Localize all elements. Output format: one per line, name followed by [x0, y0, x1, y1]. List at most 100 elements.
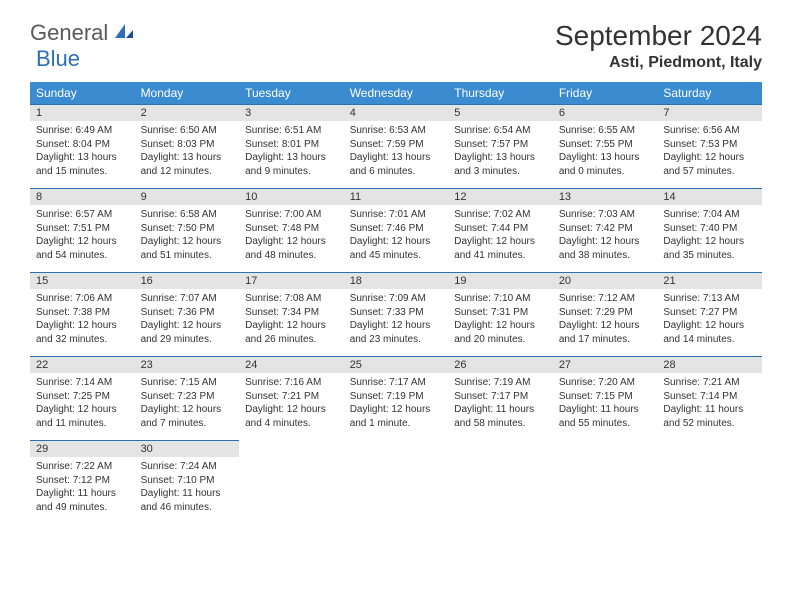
week-row: 22Sunrise: 7:14 AMSunset: 7:25 PMDayligh…	[30, 357, 762, 441]
day-number: 4	[344, 105, 449, 121]
day-body: Sunrise: 7:10 AMSunset: 7:31 PMDaylight:…	[448, 289, 553, 356]
day-cell: 14Sunrise: 7:04 AMSunset: 7:40 PMDayligh…	[657, 189, 762, 273]
day-number: 5	[448, 105, 553, 121]
day-body: Sunrise: 6:55 AMSunset: 7:55 PMDaylight:…	[553, 121, 658, 188]
day-body: Sunrise: 7:17 AMSunset: 7:19 PMDaylight:…	[344, 373, 449, 440]
day-header: Saturday	[657, 82, 762, 105]
logo-text-general: General	[30, 20, 108, 46]
day-body: Sunrise: 7:09 AMSunset: 7:33 PMDaylight:…	[344, 289, 449, 356]
day-cell: 15Sunrise: 7:06 AMSunset: 7:38 PMDayligh…	[30, 273, 135, 357]
day-cell: 18Sunrise: 7:09 AMSunset: 7:33 PMDayligh…	[344, 273, 449, 357]
day-header: Tuesday	[239, 82, 344, 105]
day-body: Sunrise: 7:15 AMSunset: 7:23 PMDaylight:…	[135, 373, 240, 440]
calendar-table: SundayMondayTuesdayWednesdayThursdayFrid…	[30, 82, 762, 524]
day-cell: 28Sunrise: 7:21 AMSunset: 7:14 PMDayligh…	[657, 357, 762, 441]
header: General September 2024 Asti, Piedmont, I…	[30, 20, 762, 72]
day-cell: 17Sunrise: 7:08 AMSunset: 7:34 PMDayligh…	[239, 273, 344, 357]
day-body: Sunrise: 7:19 AMSunset: 7:17 PMDaylight:…	[448, 373, 553, 440]
day-body: Sunrise: 6:50 AMSunset: 8:03 PMDaylight:…	[135, 121, 240, 188]
day-cell: 16Sunrise: 7:07 AMSunset: 7:36 PMDayligh…	[135, 273, 240, 357]
day-cell: 27Sunrise: 7:20 AMSunset: 7:15 PMDayligh…	[553, 357, 658, 441]
day-number: 15	[30, 273, 135, 289]
day-cell: 21Sunrise: 7:13 AMSunset: 7:27 PMDayligh…	[657, 273, 762, 357]
day-body: Sunrise: 7:03 AMSunset: 7:42 PMDaylight:…	[553, 205, 658, 272]
week-row: 1Sunrise: 6:49 AMSunset: 8:04 PMDaylight…	[30, 105, 762, 189]
day-number: 30	[135, 441, 240, 457]
location: Asti, Piedmont, Italy	[555, 54, 762, 72]
day-cell: 13Sunrise: 7:03 AMSunset: 7:42 PMDayligh…	[553, 189, 658, 273]
day-cell	[344, 441, 449, 525]
day-number: 25	[344, 357, 449, 373]
day-number: 10	[239, 189, 344, 205]
empty-cell	[448, 441, 553, 506]
day-number: 24	[239, 357, 344, 373]
day-number: 28	[657, 357, 762, 373]
day-body: Sunrise: 7:06 AMSunset: 7:38 PMDaylight:…	[30, 289, 135, 356]
month-title: September 2024	[555, 20, 762, 52]
day-number: 17	[239, 273, 344, 289]
day-number: 26	[448, 357, 553, 373]
day-cell: 3Sunrise: 6:51 AMSunset: 8:01 PMDaylight…	[239, 105, 344, 189]
day-body: Sunrise: 7:13 AMSunset: 7:27 PMDaylight:…	[657, 289, 762, 356]
day-body: Sunrise: 7:04 AMSunset: 7:40 PMDaylight:…	[657, 205, 762, 272]
day-cell: 10Sunrise: 7:00 AMSunset: 7:48 PMDayligh…	[239, 189, 344, 273]
day-cell: 6Sunrise: 6:55 AMSunset: 7:55 PMDaylight…	[553, 105, 658, 189]
day-number: 8	[30, 189, 135, 205]
day-number: 12	[448, 189, 553, 205]
day-cell: 12Sunrise: 7:02 AMSunset: 7:44 PMDayligh…	[448, 189, 553, 273]
day-body: Sunrise: 7:07 AMSunset: 7:36 PMDaylight:…	[135, 289, 240, 356]
logo: General	[30, 20, 137, 46]
day-header: Friday	[553, 82, 658, 105]
day-body: Sunrise: 7:00 AMSunset: 7:48 PMDaylight:…	[239, 205, 344, 272]
day-body: Sunrise: 7:16 AMSunset: 7:21 PMDaylight:…	[239, 373, 344, 440]
day-cell	[448, 441, 553, 525]
day-number: 27	[553, 357, 658, 373]
day-body: Sunrise: 7:14 AMSunset: 7:25 PMDaylight:…	[30, 373, 135, 440]
day-number: 16	[135, 273, 240, 289]
day-header: Thursday	[448, 82, 553, 105]
day-cell: 2Sunrise: 6:50 AMSunset: 8:03 PMDaylight…	[135, 105, 240, 189]
day-number: 22	[30, 357, 135, 373]
day-cell: 9Sunrise: 6:58 AMSunset: 7:50 PMDaylight…	[135, 189, 240, 273]
day-cell	[239, 441, 344, 525]
day-number: 19	[448, 273, 553, 289]
day-body: Sunrise: 7:01 AMSunset: 7:46 PMDaylight:…	[344, 205, 449, 272]
day-cell: 20Sunrise: 7:12 AMSunset: 7:29 PMDayligh…	[553, 273, 658, 357]
sail-icon	[113, 22, 135, 45]
day-body: Sunrise: 7:21 AMSunset: 7:14 PMDaylight:…	[657, 373, 762, 440]
week-row: 29Sunrise: 7:22 AMSunset: 7:12 PMDayligh…	[30, 441, 762, 525]
day-cell: 30Sunrise: 7:24 AMSunset: 7:10 PMDayligh…	[135, 441, 240, 525]
day-header: Wednesday	[344, 82, 449, 105]
day-header: Monday	[135, 82, 240, 105]
day-cell: 4Sunrise: 6:53 AMSunset: 7:59 PMDaylight…	[344, 105, 449, 189]
empty-cell	[657, 441, 762, 506]
day-body: Sunrise: 7:12 AMSunset: 7:29 PMDaylight:…	[553, 289, 658, 356]
day-body: Sunrise: 6:51 AMSunset: 8:01 PMDaylight:…	[239, 121, 344, 188]
day-body: Sunrise: 6:56 AMSunset: 7:53 PMDaylight:…	[657, 121, 762, 188]
day-number: 9	[135, 189, 240, 205]
day-cell: 5Sunrise: 6:54 AMSunset: 7:57 PMDaylight…	[448, 105, 553, 189]
empty-cell	[344, 441, 449, 506]
day-body: Sunrise: 6:57 AMSunset: 7:51 PMDaylight:…	[30, 205, 135, 272]
empty-cell	[553, 441, 658, 506]
day-body: Sunrise: 7:20 AMSunset: 7:15 PMDaylight:…	[553, 373, 658, 440]
day-number: 7	[657, 105, 762, 121]
day-number: 6	[553, 105, 658, 121]
day-body: Sunrise: 6:53 AMSunset: 7:59 PMDaylight:…	[344, 121, 449, 188]
day-cell: 22Sunrise: 7:14 AMSunset: 7:25 PMDayligh…	[30, 357, 135, 441]
day-number: 14	[657, 189, 762, 205]
day-cell: 26Sunrise: 7:19 AMSunset: 7:17 PMDayligh…	[448, 357, 553, 441]
week-row: 15Sunrise: 7:06 AMSunset: 7:38 PMDayligh…	[30, 273, 762, 357]
day-number: 2	[135, 105, 240, 121]
day-header: Sunday	[30, 82, 135, 105]
day-number: 13	[553, 189, 658, 205]
day-number: 3	[239, 105, 344, 121]
day-number: 29	[30, 441, 135, 457]
day-cell	[553, 441, 658, 525]
day-cell: 29Sunrise: 7:22 AMSunset: 7:12 PMDayligh…	[30, 441, 135, 525]
day-cell: 11Sunrise: 7:01 AMSunset: 7:46 PMDayligh…	[344, 189, 449, 273]
day-cell: 24Sunrise: 7:16 AMSunset: 7:21 PMDayligh…	[239, 357, 344, 441]
day-number: 11	[344, 189, 449, 205]
logo-text-blue: Blue	[36, 46, 80, 72]
day-cell	[657, 441, 762, 525]
